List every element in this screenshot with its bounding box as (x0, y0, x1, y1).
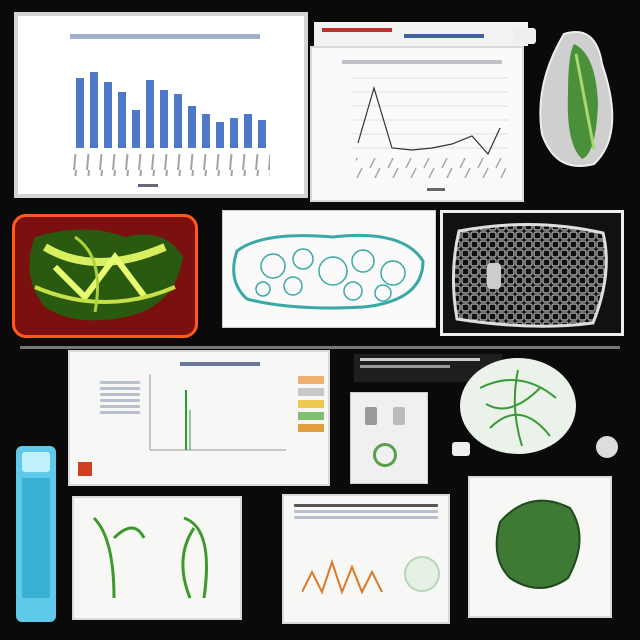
bar (230, 118, 238, 148)
bar (118, 92, 126, 148)
bar (132, 110, 140, 148)
top-strip (314, 22, 528, 46)
wave-sheet (282, 494, 450, 624)
bar (90, 72, 98, 148)
bar (104, 82, 112, 148)
bar (160, 90, 168, 148)
plant-sketch (72, 496, 242, 620)
rail (20, 346, 620, 349)
vial (16, 446, 56, 622)
bar-chart-panel (14, 12, 308, 198)
cap-icon (514, 28, 536, 44)
bar (216, 122, 224, 148)
chart-title-blur (70, 34, 260, 39)
knob-icon (596, 436, 618, 458)
line-chart-panel (310, 46, 524, 202)
bar (244, 114, 252, 148)
thermal-scan (12, 214, 198, 338)
bar (202, 114, 210, 148)
bar-series (76, 72, 266, 148)
report-sheet (68, 350, 330, 486)
bar (174, 94, 182, 148)
leaf-specimen (468, 476, 612, 618)
leaf-map (460, 358, 576, 454)
bar (146, 80, 154, 148)
bar (76, 78, 84, 148)
bar (258, 120, 266, 148)
usb-icon (452, 442, 470, 456)
x-tick-blur (70, 154, 270, 176)
line-series (357, 85, 501, 156)
line-chart (312, 48, 522, 200)
mesh-sample (440, 210, 624, 336)
device-card (350, 392, 428, 484)
tray-specimen (536, 24, 626, 174)
bar (188, 106, 196, 148)
bar-chart (18, 16, 304, 194)
cell-sketch (222, 210, 436, 328)
